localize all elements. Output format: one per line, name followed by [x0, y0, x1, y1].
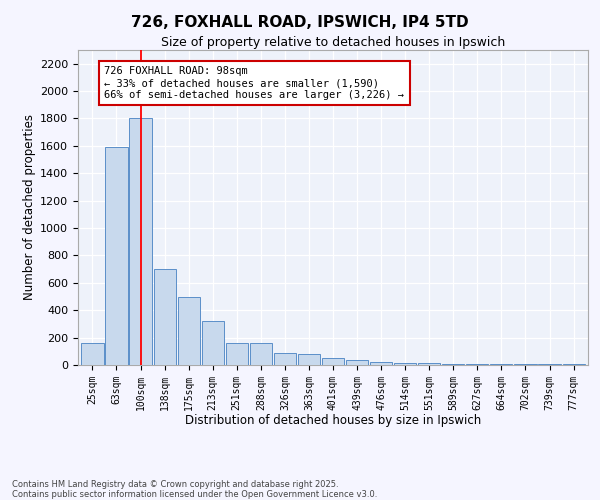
Text: 726, FOXHALL ROAD, IPSWICH, IP4 5TD: 726, FOXHALL ROAD, IPSWICH, IP4 5TD — [131, 15, 469, 30]
Title: Size of property relative to detached houses in Ipswich: Size of property relative to detached ho… — [161, 36, 505, 49]
Bar — [346, 360, 368, 365]
Bar — [466, 364, 488, 365]
Bar — [563, 364, 584, 365]
Y-axis label: Number of detached properties: Number of detached properties — [23, 114, 36, 300]
Bar — [274, 352, 296, 365]
Bar — [82, 343, 104, 365]
Bar — [370, 362, 392, 365]
Text: 726 FOXHALL ROAD: 98sqm
← 33% of detached houses are smaller (1,590)
66% of semi: 726 FOXHALL ROAD: 98sqm ← 33% of detache… — [104, 66, 404, 100]
Bar — [442, 364, 464, 365]
Bar — [538, 364, 560, 365]
Bar — [178, 296, 200, 365]
Bar — [394, 363, 416, 365]
Bar — [490, 364, 512, 365]
Bar — [154, 269, 176, 365]
Text: Contains HM Land Registry data © Crown copyright and database right 2025.
Contai: Contains HM Land Registry data © Crown c… — [12, 480, 377, 499]
Bar — [226, 343, 248, 365]
Bar — [130, 118, 152, 365]
Bar — [202, 321, 224, 365]
Bar — [250, 343, 272, 365]
X-axis label: Distribution of detached houses by size in Ipswich: Distribution of detached houses by size … — [185, 414, 481, 427]
Bar — [106, 147, 128, 365]
Bar — [418, 364, 440, 365]
Bar — [322, 358, 344, 365]
Bar — [514, 364, 536, 365]
Bar — [298, 354, 320, 365]
